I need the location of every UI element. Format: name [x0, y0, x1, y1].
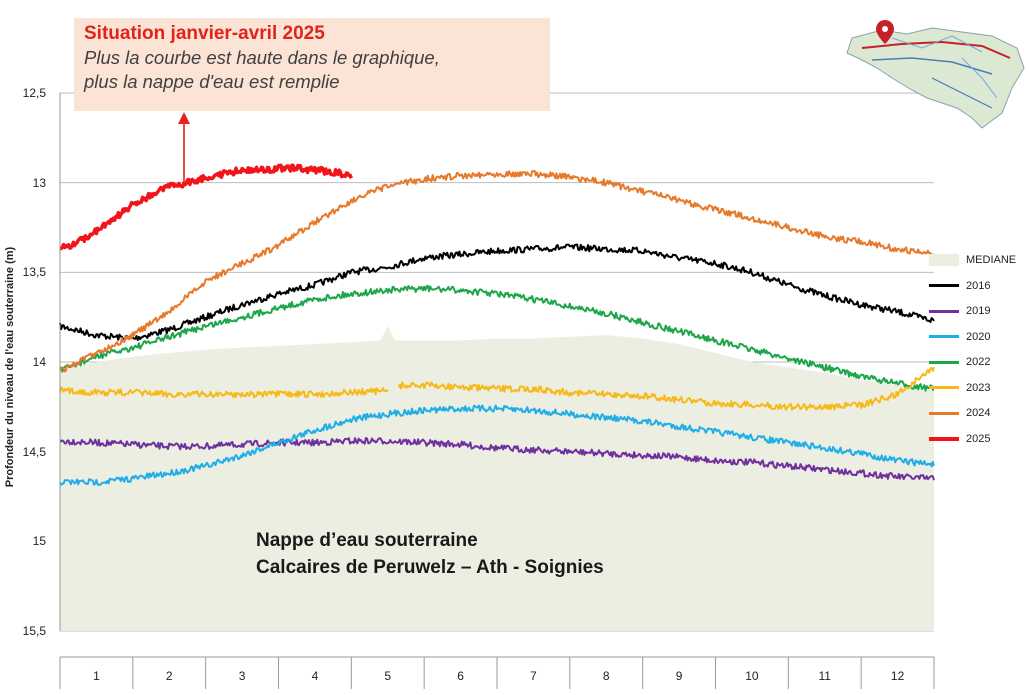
callout-arrow-head	[178, 112, 190, 124]
legend-item-2022: 2022	[929, 354, 990, 370]
legend-label: 2024	[966, 407, 991, 419]
y-tick-label: 15	[32, 534, 46, 549]
series-mediane-area	[60, 326, 934, 631]
callout-line-2: plus la nappe d'eau est remplie	[84, 71, 340, 92]
legend-swatch	[929, 309, 959, 313]
series-line-2022	[59, 284, 935, 392]
situation-callout: Situation janvier-avril 2025 Plus la cou…	[74, 18, 550, 111]
legend-item-MEDIANE: MEDIANE	[929, 252, 1016, 268]
legend-label: 2022	[966, 356, 991, 368]
legend-label: 2016	[966, 279, 991, 292]
x-tick-label: 10	[745, 669, 759, 683]
legend-item-2016: 2016	[929, 278, 990, 294]
legend-swatch	[929, 284, 959, 287]
legend-item-2019: 2019	[929, 303, 990, 319]
legend-item-2024: 2024	[929, 405, 990, 421]
x-tick-label: 12	[890, 669, 905, 683]
legend-swatch	[929, 386, 959, 389]
y-tick-label: 12,5	[22, 86, 46, 100]
series-line-2023	[59, 366, 935, 411]
aquifer-annotation-line-1: Nappe d’eau souterraine	[256, 530, 478, 551]
x-tick-label: 4	[311, 669, 319, 683]
x-tick-label: 6	[457, 669, 464, 683]
callout-line-1: Plus la courbe est haute dans le graphiq…	[84, 47, 440, 68]
series-line-2016	[59, 243, 935, 342]
x-tick-label: 11	[818, 669, 831, 683]
series-line-2024	[59, 169, 935, 373]
legend-label: 2025	[966, 432, 991, 445]
legend-label: 2019	[966, 305, 991, 317]
legend-label: 2023	[966, 381, 991, 394]
legend-swatch	[929, 360, 959, 364]
x-tick-label: 5	[384, 669, 392, 683]
x-tick-label: 2	[165, 669, 173, 683]
y-tick-label: 14,5	[22, 444, 46, 459]
legend-item-2025: 2025	[929, 431, 990, 447]
y-tick-label: 14	[32, 355, 46, 369]
wallonia-map-icon	[846, 20, 1025, 129]
series-line-2019	[59, 437, 935, 481]
series-line-2025	[59, 163, 353, 251]
legend-item-2023: 2023	[929, 380, 990, 396]
legend-label: 2020	[966, 330, 991, 343]
legend-swatch	[929, 411, 959, 415]
legend-item-2020: 2020	[929, 329, 990, 345]
y-tick-label: 15,5	[22, 624, 46, 638]
legend-swatch	[929, 335, 959, 338]
series-line-2020	[59, 404, 935, 486]
x-tick-label: 8	[602, 669, 610, 683]
callout-title: Situation janvier-avril 2025	[84, 23, 325, 44]
location-pin-icon	[876, 20, 894, 44]
legend-label: MEDIANE	[966, 254, 1017, 266]
legend-swatch	[929, 436, 959, 441]
y-tick-label: 13,5	[22, 265, 46, 280]
y-tick-label: 13	[32, 175, 46, 190]
x-tick-label: 3	[238, 669, 246, 683]
legend-swatch	[929, 254, 959, 266]
x-tick-label: 9	[675, 669, 683, 683]
aquifer-annotation: Nappe d’eau souterraine Calcaires de Per…	[256, 527, 604, 581]
x-tick-label: 1	[93, 669, 100, 683]
x-tick-label: 7	[530, 669, 537, 683]
aquifer-annotation-line-2: Calcaires de Peruwelz – Ath - Soignies	[256, 557, 604, 578]
